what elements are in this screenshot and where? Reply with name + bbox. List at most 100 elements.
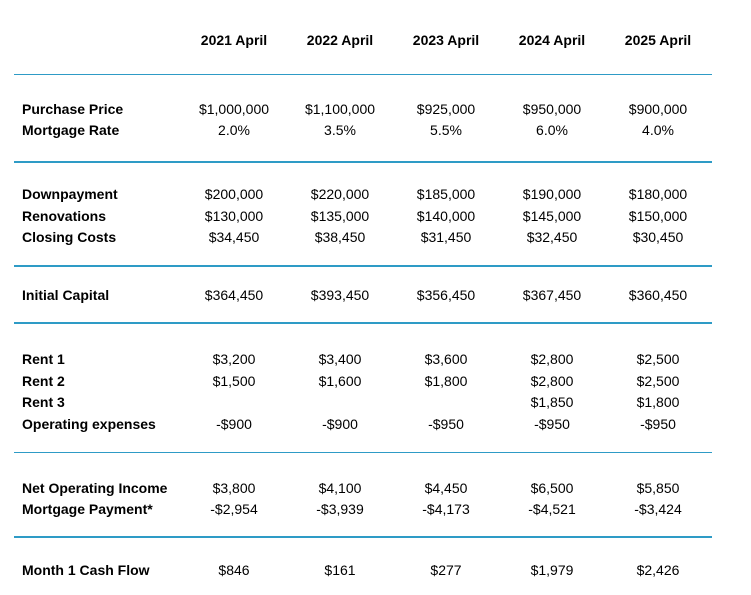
table-row: Downpayment $200,000 $220,000 $185,000 $190,… <box>14 184 712 206</box>
value-cell: $180,000 <box>628 186 688 203</box>
table-row: Mortgage Rate 2.0% 3.5% 5.5% 6.0% 4.0% <box>14 120 712 142</box>
value-cell: $1,500 <box>212 372 256 389</box>
value-cell: 6.0% <box>536 122 568 139</box>
table-row: Operating expenses -$900 -$900 -$950 -$950 -$… <box>14 413 712 435</box>
table-row: Purchase Price $1,000,000 $1,100,000 $925,0… <box>14 98 712 120</box>
value-cell: -$900 <box>322 415 358 432</box>
value-cell: $2,800 <box>530 351 574 368</box>
value-cell: $30,450 <box>632 229 684 246</box>
section-divider <box>14 73 712 75</box>
value-cell: $1,000,000 <box>198 100 270 117</box>
value-cell: $3,800 <box>212 479 256 496</box>
value-cell: $6,500 <box>530 479 574 496</box>
value-cell: $2,500 <box>636 372 680 389</box>
value-cell: -$4,173 <box>422 501 470 518</box>
table-row: Initial Capital $364,450 $393,450 $356,450 $… <box>14 285 712 307</box>
value-cell: $150,000 <box>628 207 688 224</box>
value-cell: $2,800 <box>530 372 574 389</box>
table-section-income-and-expenses: Rent 1 $3,200 $3,400 $3,600 $2,800 $2,500 Rent… <box>0 324 751 452</box>
column-header-2022-april: 2022 April <box>306 31 374 48</box>
row-label: Rent 2 <box>22 372 65 389</box>
table-row: Net Operating Income $3,800 $4,100 $4,450 $6… <box>14 477 712 499</box>
value-cell: $1,850 <box>530 394 574 411</box>
row-label: Purchase Price <box>22 100 124 117</box>
value-cell: $34,450 <box>208 229 260 246</box>
value-cell: $1,600 <box>318 372 362 389</box>
table-body: Purchase Price $1,000,000 $1,100,000 $925,0… <box>0 75 751 595</box>
table-row: Month 1 Cash Flow $846 $161 $277 $1,979 $2,42… <box>14 560 712 582</box>
value-cell: $140,000 <box>416 207 476 224</box>
value-cell: -$2,954 <box>210 501 258 518</box>
value-cell: $2,500 <box>636 351 680 368</box>
row-label: Net Operating Income <box>22 479 168 496</box>
value-cell: $277 <box>430 562 462 579</box>
row-label: Rent 1 <box>22 351 65 368</box>
row-label: Closing Costs <box>22 229 117 246</box>
column-header-2021-april: 2021 April <box>200 31 268 48</box>
value-cell: $31,450 <box>420 229 472 246</box>
value-cell: $3,600 <box>424 351 468 368</box>
row-label: Downpayment <box>22 186 118 203</box>
row-label: Initial Capital <box>22 287 110 304</box>
value-cell: $356,450 <box>416 287 476 304</box>
value-cell: $364,450 <box>204 287 264 304</box>
value-cell: $393,450 <box>310 287 370 304</box>
value-cell: $925,000 <box>416 100 476 117</box>
value-cell: 4.0% <box>642 122 674 139</box>
table-row: Rent 2 $1,500 $1,600 $1,800 $2,800 $2,500 <box>14 370 712 392</box>
value-cell: $130,000 <box>204 207 264 224</box>
value-cell: 3.5% <box>324 122 356 139</box>
table-row: Closing Costs $34,450 $38,450 $31,450 $32,45… <box>14 227 712 249</box>
section-divider <box>14 536 712 538</box>
value-cell: -$950 <box>428 415 464 432</box>
table-section-upfront-costs: Downpayment $200,000 $220,000 $185,000 $190,… <box>0 163 751 266</box>
table-section-cash-flow: Month 1 Cash Flow $846 $161 $277 $1,979 $2,42… <box>0 538 751 595</box>
value-cell: 5.5% <box>430 122 462 139</box>
value-cell: $1,800 <box>636 394 680 411</box>
value-cell: $135,000 <box>310 207 370 224</box>
value-cell: $190,000 <box>522 186 582 203</box>
table-section-initial-capital: Initial Capital $364,450 $393,450 $356,450 $… <box>0 267 751 323</box>
value-cell: $3,200 <box>212 351 256 368</box>
value-cell: -$3,424 <box>634 501 682 518</box>
row-label: Mortgage Payment* <box>22 501 153 518</box>
row-label: Operating expenses <box>22 415 156 432</box>
value-cell: $145,000 <box>522 207 582 224</box>
table-section-price-and-rate: Purchase Price $1,000,000 $1,100,000 $925,0… <box>0 75 751 161</box>
table-row: Renovations $130,000 $135,000 $140,000 $145,… <box>14 205 712 227</box>
column-header-2024-april: 2024 April <box>518 31 586 48</box>
value-cell: $185,000 <box>416 186 476 203</box>
table-row: Rent 1 $3,200 $3,400 $3,600 $2,800 $2,500 <box>14 349 712 371</box>
value-cell: $1,100,000 <box>304 100 376 117</box>
value-cell: $32,450 <box>526 229 578 246</box>
value-cell: $950,000 <box>522 100 582 117</box>
value-cell: $367,450 <box>522 287 582 304</box>
value-cell: -$900 <box>216 415 252 432</box>
section-divider <box>14 451 712 453</box>
value-cell: 2.0% <box>218 122 250 139</box>
row-label: Mortgage Rate <box>22 122 120 139</box>
row-label: Rent 3 <box>22 394 65 411</box>
table-section-operating-results: Net Operating Income $3,800 $4,100 $4,450 $6… <box>0 453 751 536</box>
section-divider <box>14 322 712 324</box>
value-cell: $1,979 <box>530 562 574 579</box>
value-cell: -$4,521 <box>528 501 576 518</box>
value-cell: $38,450 <box>314 229 366 246</box>
value-cell: $2,426 <box>636 562 680 579</box>
value-cell: $4,450 <box>424 479 468 496</box>
value-cell: $220,000 <box>310 186 370 203</box>
value-cell: $5,850 <box>636 479 680 496</box>
row-label: Month 1 Cash Flow <box>22 562 150 579</box>
column-header-2023-april: 2023 April <box>412 31 480 48</box>
table-row: Mortgage Payment* -$2,954 -$3,939 -$4,173 -$… <box>14 499 712 521</box>
column-header-2025-april: 2025 April <box>624 31 692 48</box>
value-cell: $161 <box>324 562 356 579</box>
column-header-row: 2021 April 2022 April 2023 April 2024 Ap… <box>14 29 712 51</box>
table-row: Rent 3 $1,850 $1,800 <box>14 392 712 414</box>
value-cell: $3,400 <box>318 351 362 368</box>
value-cell: $846 <box>218 562 250 579</box>
value-cell: $4,100 <box>318 479 362 496</box>
section-divider <box>14 161 712 163</box>
value-cell: $200,000 <box>204 186 264 203</box>
